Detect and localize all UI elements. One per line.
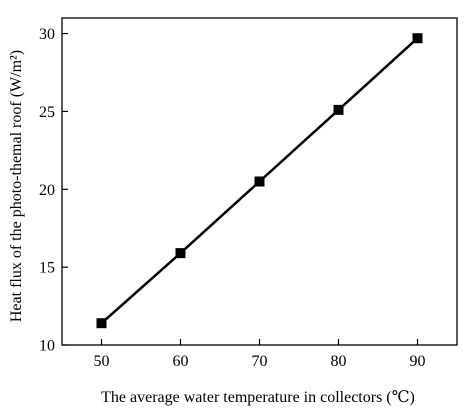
y-tick-label: 30 bbox=[39, 26, 55, 43]
x-tick-label: 70 bbox=[252, 353, 268, 370]
data-point-marker bbox=[412, 33, 423, 44]
x-tick-label: 60 bbox=[173, 353, 189, 370]
data-point-marker bbox=[333, 104, 344, 115]
y-tick-label: 10 bbox=[39, 338, 55, 355]
x-tick-label: 80 bbox=[331, 353, 347, 370]
series-layer bbox=[96, 33, 423, 329]
y-axis-ticks: 10 15 20 25 30 bbox=[39, 26, 68, 355]
x-tick-label: 90 bbox=[410, 353, 426, 370]
y-tick-label: 20 bbox=[39, 182, 55, 199]
y-axis-title: Heat flux of the photo-themal roof (W/m²… bbox=[8, 50, 25, 322]
y-tick-label: 25 bbox=[39, 104, 55, 121]
data-point-marker bbox=[175, 248, 186, 259]
data-point-marker bbox=[96, 318, 107, 329]
x-tick-label: 50 bbox=[94, 353, 110, 370]
y-tick-label: 15 bbox=[39, 260, 55, 277]
x-axis-ticks: 50 60 70 80 90 bbox=[94, 339, 426, 370]
x-axis-title: The average water temperature in collect… bbox=[101, 389, 415, 406]
data-point-marker bbox=[254, 176, 265, 187]
